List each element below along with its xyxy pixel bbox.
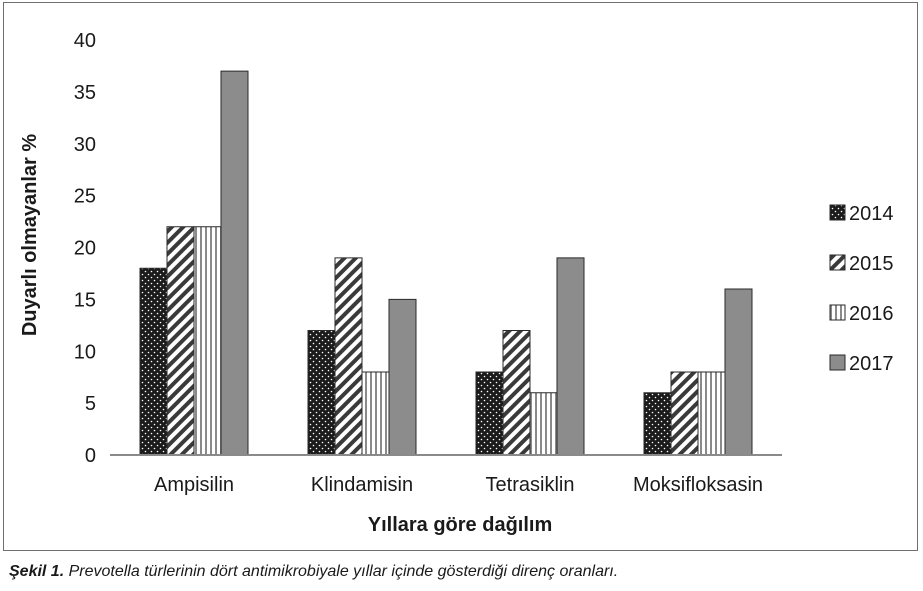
bar-2015-ampisilin bbox=[166, 226, 195, 456]
y-tick-label: 30 bbox=[74, 134, 96, 156]
x-tick-label: Klindamisin bbox=[311, 474, 413, 496]
y-tick-label: 0 bbox=[85, 445, 96, 467]
bar-2016-ampisilin bbox=[193, 226, 222, 456]
x-tick-label: Ampisilin bbox=[154, 474, 234, 496]
bar-chart: 0 5 10 15 20 25 30 35 40 Ampisilin Klindamisin Tetr… bbox=[19, 30, 894, 536]
legend-swatch-2016 bbox=[829, 304, 846, 321]
bar-2014-moksifloksasin bbox=[643, 392, 672, 456]
y-tick-label: 10 bbox=[74, 341, 96, 363]
bar-2014-klindamisin bbox=[307, 330, 336, 456]
bar-2014-ampisilin bbox=[139, 267, 168, 456]
legend-swatch-2014 bbox=[829, 204, 846, 221]
legend-swatch-2015 bbox=[829, 254, 846, 271]
legend-label-2014: 2014 bbox=[849, 203, 894, 225]
caption-text: Prevotella türlerinin dört antimikrobiya… bbox=[64, 563, 619, 580]
bar-2015-klindamisin bbox=[334, 257, 363, 456]
y-tick-label: 20 bbox=[74, 238, 96, 260]
y-tick-label: 5 bbox=[85, 393, 96, 415]
x-axis-label: Yıllara göre dağılım bbox=[368, 514, 553, 536]
y-tick-label: 15 bbox=[74, 289, 96, 311]
caption-label: Şekil 1. bbox=[9, 563, 65, 580]
figure-caption: Şekil 1. Prevotella türlerinin dört anti… bbox=[9, 563, 618, 581]
y-tick-label: 25 bbox=[74, 186, 96, 208]
legend-swatch-2017 bbox=[829, 354, 846, 371]
y-tick-label: 35 bbox=[74, 82, 96, 104]
y-tick-label: 40 bbox=[74, 30, 96, 52]
y-axis-label: Duyarlı olmayanlar % bbox=[19, 134, 41, 337]
x-tick-label: Tetrasiklin bbox=[486, 474, 575, 496]
bar-2017-klindamisin bbox=[388, 298, 417, 456]
bar-2017-ampisilin bbox=[220, 70, 249, 456]
legend-label-2016: 2016 bbox=[849, 303, 894, 325]
bar-2016-moksifloksasin bbox=[697, 371, 726, 456]
bar-2017-moksifloksasin bbox=[724, 288, 753, 456]
bar-2017-tetrasiklin bbox=[556, 257, 585, 456]
bar-2015-tetrasiklin bbox=[502, 330, 531, 456]
legend-label-2015: 2015 bbox=[849, 253, 894, 275]
bar-2014-tetrasiklin bbox=[475, 371, 504, 456]
bar-2016-klindamisin bbox=[361, 371, 390, 456]
bar-2016-tetrasiklin bbox=[529, 392, 558, 456]
bar-2015-moksifloksasin bbox=[670, 371, 699, 456]
legend-label-2017: 2017 bbox=[849, 353, 894, 375]
x-tick-label: Moksifloksasin bbox=[633, 474, 763, 496]
